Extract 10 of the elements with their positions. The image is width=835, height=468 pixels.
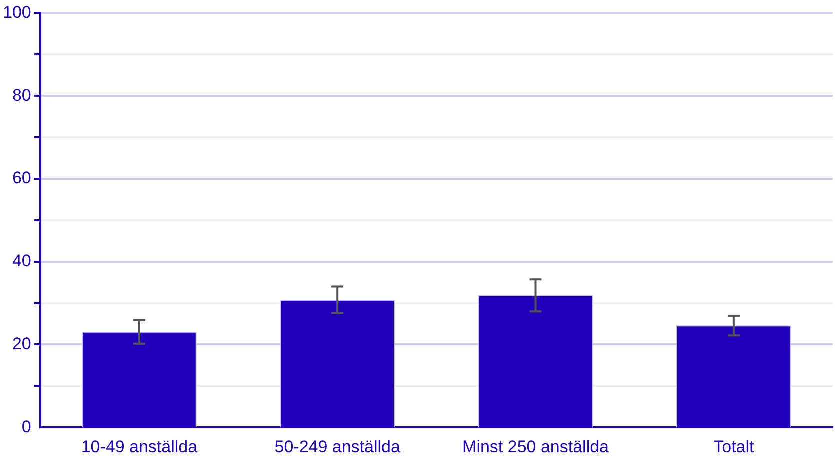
y-tick-label: 100 bbox=[2, 2, 32, 22]
x-tick-label: Minst 250 anställda bbox=[462, 437, 610, 456]
y-tick-label: 0 bbox=[22, 417, 32, 436]
x-tick-label: Totalt bbox=[714, 437, 755, 456]
x-tick-label: 50-249 anställda bbox=[274, 437, 401, 456]
x-tick-label: 10-49 anställda bbox=[81, 437, 198, 456]
y-tick-label: 40 bbox=[12, 252, 32, 271]
y-tick-label: 20 bbox=[12, 334, 32, 354]
y-tick-label: 80 bbox=[12, 86, 32, 105]
y-tick-label: 60 bbox=[12, 168, 32, 188]
